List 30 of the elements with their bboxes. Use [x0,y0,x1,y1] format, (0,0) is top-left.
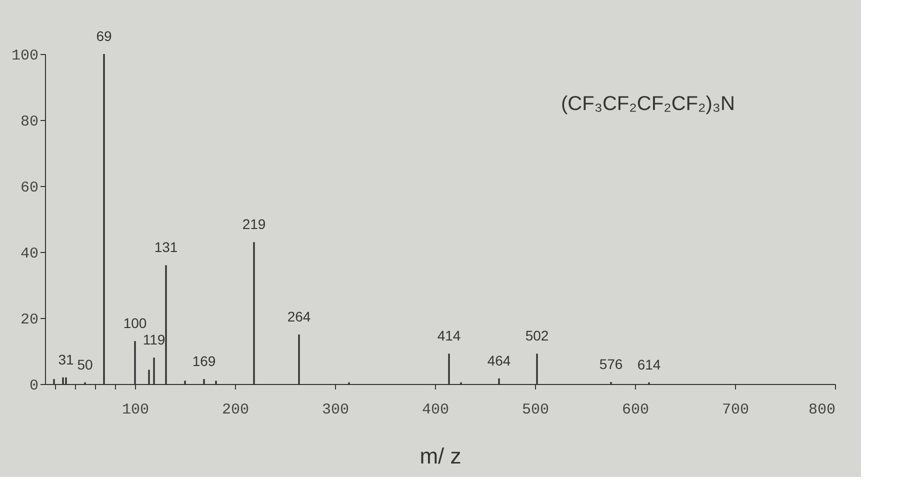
x-tick-label: 200 [222,402,250,418]
annotation: (CF₃CF₂CF₂CF₂)₃N [561,93,735,115]
y-tick-label: 20 [20,312,38,328]
x-tick-label: 700 [722,402,750,418]
annotation: 119 [142,332,166,348]
annotation: 464 [487,352,511,368]
annotation: 31 [58,351,74,368]
x-tick-label: 300 [322,402,350,418]
x-tick-label: 500 [522,402,550,418]
annotation: 219 [242,216,266,232]
x-tick-label: 400 [422,402,450,418]
x-tick-label: 800 [808,402,836,418]
y-tick-label: 100 [11,48,38,64]
annotation: 131 [154,239,178,256]
y-tick-label: 40 [20,246,38,262]
x-tick-label: 600 [622,402,650,418]
annotation: 576 [599,356,623,372]
y-tick-label: 80 [20,114,38,130]
annotation: 264 [287,308,311,324]
x-tick-label: 100 [122,402,150,418]
annotation: 69 [96,28,112,44]
annotation: 100 [123,315,147,332]
annotation: 169 [192,353,216,370]
annotation: 502 [525,328,549,344]
x-axis-title: m/ z [420,444,462,468]
y-tick-label: 0 [29,378,38,394]
annotation: 414 [437,328,461,344]
annotation: 50 [77,356,93,372]
annotation: 614 [637,356,661,372]
y-tick-label: 60 [20,180,38,196]
